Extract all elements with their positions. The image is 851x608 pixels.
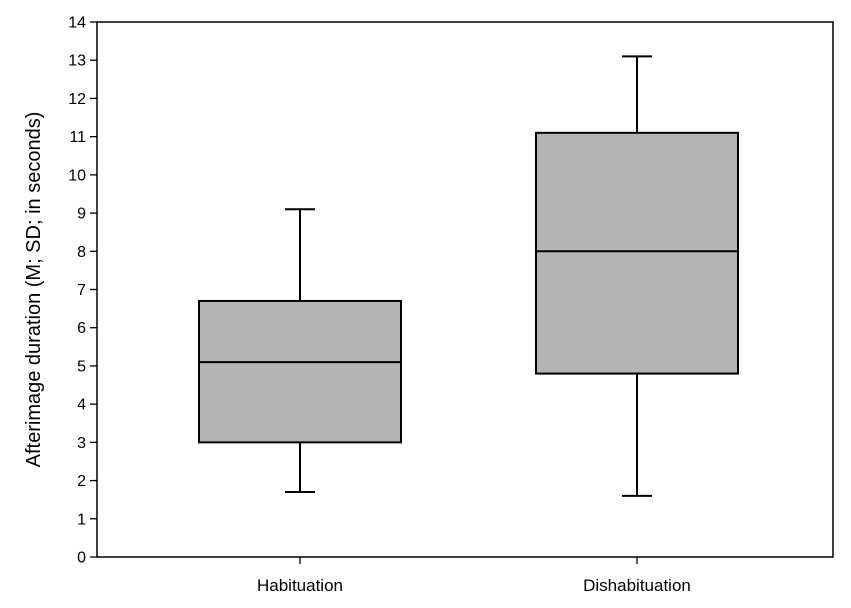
interquartile-box (198, 299, 402, 444)
y-tick-label: 7 (77, 282, 86, 299)
y-tick-label: 2 (77, 473, 86, 490)
y-tick-label: 10 (68, 167, 86, 184)
x-category-label: Dishabituation (583, 576, 691, 595)
y-tick-label: 13 (68, 53, 86, 70)
y-tick-label: 5 (77, 358, 86, 375)
y-tick-label: 12 (68, 91, 86, 108)
y-tick-label: 14 (68, 15, 86, 32)
y-tick-label: 6 (77, 320, 86, 337)
y-tick-label: 3 (77, 435, 86, 452)
y-tick-label: 4 (77, 397, 86, 414)
y-tick-label: 0 (77, 550, 86, 567)
y-tick-label: 8 (77, 244, 86, 261)
boxes (198, 55, 739, 497)
interquartile-box (535, 131, 739, 375)
box-dishabituation (535, 55, 739, 497)
y-tick-label: 11 (69, 129, 86, 146)
y-tick-label: 1 (77, 511, 86, 528)
x-category-label: Habituation (257, 576, 343, 595)
y-tick-label: 9 (77, 206, 86, 223)
x-axis: Habituation Dishabituation (257, 557, 691, 595)
box-habituation (198, 208, 402, 494)
y-axis-title: Afterimage duration (M; SD; in seconds) (23, 112, 45, 468)
